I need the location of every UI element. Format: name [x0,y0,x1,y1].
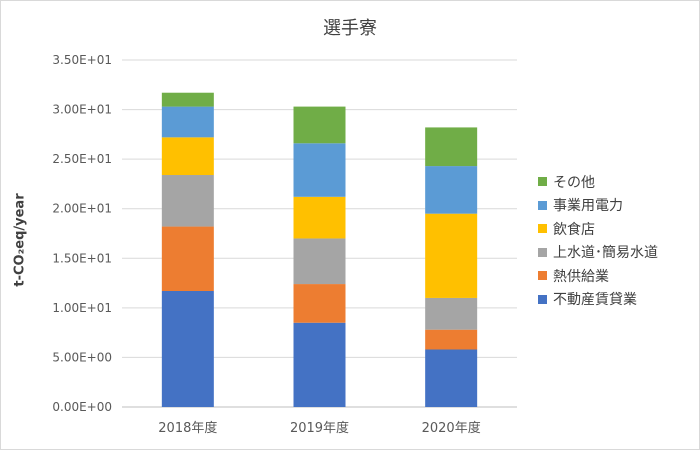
legend-swatch [538,294,547,304]
bar-segment [161,175,214,227]
legend-item: 上水道･簡易水道 [538,241,696,265]
y-tick-label: 3.50E+01 [52,53,112,67]
bar-segment [425,166,478,214]
legend-item: 事業用電力 [538,194,696,218]
bar-segment [293,322,346,407]
bar-segment [161,291,214,407]
legend-item: 熱供給業 [538,264,696,288]
legend-label: 飲食店 [553,221,595,238]
bar-segment [425,329,478,350]
bar-segment [425,297,478,330]
bar-segment [161,106,214,138]
bar-segment [293,143,346,197]
legend-swatch [538,200,547,210]
x-tick-label: 2019年度 [290,420,349,436]
legend: その他事業用電力飲食店上水道･簡易水道 熱供給業不動産賃貸業 [538,170,696,311]
x-tick-label: 2018年度 [158,420,217,436]
legend-swatch [538,271,547,281]
bar-segment [425,213,478,298]
bar-segment [161,92,214,107]
bar-segment [425,349,478,407]
legend-swatch [538,247,547,257]
y-tick-label: 2.50E+01 [52,152,112,166]
legend-label: その他 [553,174,595,191]
legend-label: 上水道･簡易水道 [553,245,658,262]
bar-segment [161,226,214,292]
legend-item: その他 [538,170,696,194]
legend-label: 不動産賃貸業 [553,292,637,309]
y-tick-label: 5.00E+00 [52,350,112,364]
y-tick-label: 0.00E+00 [52,400,112,414]
legend-item: 飲食店 [538,217,696,241]
bar-segment [293,106,346,144]
bar-segment [293,238,346,285]
y-tick-label: 3.00E+01 [52,103,112,117]
bar-segment [293,284,346,323]
bar-segment [161,137,214,176]
x-tick-label: 2020年度 [422,420,481,436]
bar-segment [425,127,478,167]
y-tick-label: 2.00E+01 [52,202,112,216]
legend-label: 熱供給業 [553,268,609,285]
legend-item: 不動産賃貸業 [538,288,696,312]
y-tick-label: 1.50E+01 [52,251,112,265]
y-tick-label: 1.00E+01 [52,301,112,315]
legend-label: 事業用電力 [553,198,623,215]
legend-swatch [538,224,547,234]
chart-title: 選手寮 [323,18,377,39]
legend-swatch [538,177,547,187]
bar-segment [293,196,346,239]
